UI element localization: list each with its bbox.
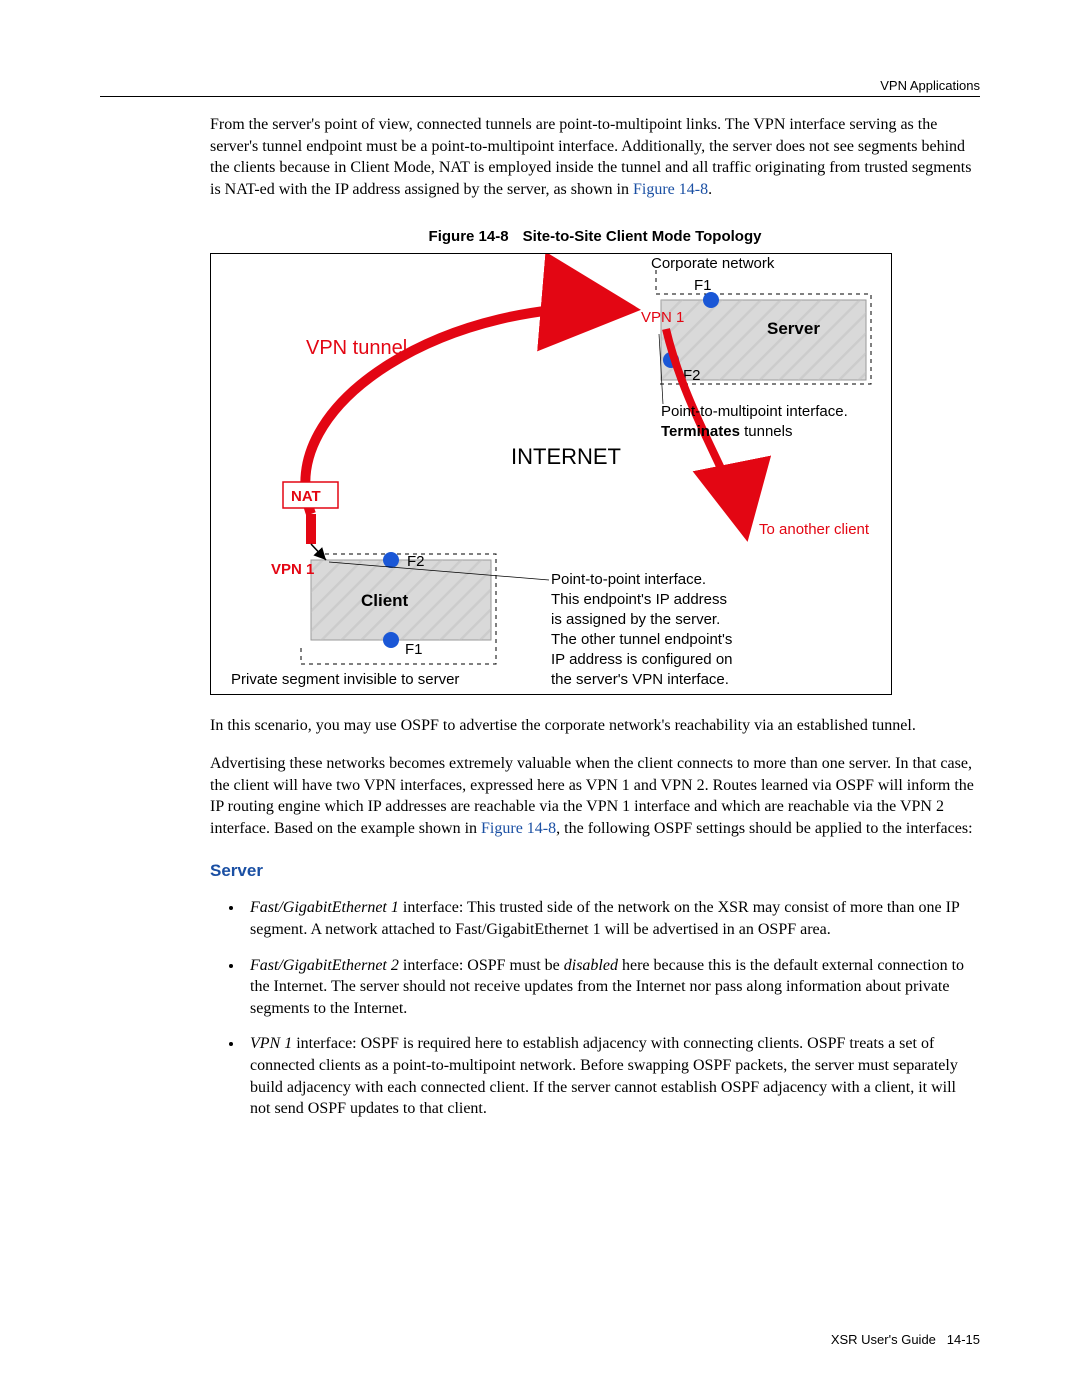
p2p-3: is assigned by the server. [551,611,720,628]
client-f1-label: F1 [405,641,423,658]
p2p-5: IP address is configured on [551,651,733,668]
p2p-1: Point-to-point interface. [551,571,706,588]
paragraph-1-text-a: From the server's point of view, connect… [210,116,971,198]
client-f1-dot [383,632,399,648]
client-vpn1-label: VPN 1 [271,561,314,578]
server-bullet-list: Fast/GigabitEthernet 1 interface: This t… [210,897,980,1119]
server-f1-label: F1 [694,277,712,294]
paragraph-1: From the server's point of view, connect… [210,114,980,200]
bullet-3-rest: interface: OSPF is required here to esta… [250,1035,958,1117]
figure-caption-label: Figure 14-8 [429,228,523,245]
client-label: Client [361,591,409,610]
bullet-2: Fast/GigabitEthernet 2 interface: OSPF m… [244,955,980,1020]
p2mp-line1: Point-to-multipoint interface. [661,403,848,420]
diagram-svg: Corporate network Server F1 F2 VPN 1 VPN… [211,254,891,694]
footer-pagenum: 14-15 [947,1332,980,1347]
bullet-3-em: VPN 1 [250,1035,292,1052]
internet-label: INTERNET [511,444,621,469]
bullet-2-em2: disabled [564,957,618,974]
p2mp-tunnels: tunnels [740,423,793,440]
server-section-heading: Server [210,861,980,881]
figure-ref-link-2[interactable]: Figure 14-8 [481,820,556,837]
bullet-1: Fast/GigabitEthernet 1 interface: This t… [244,897,980,940]
figure-caption-title: Site-to-Site Client Mode Topology [523,228,762,245]
bullet-1-em: Fast/GigabitEthernet 1 [250,899,399,916]
figure-ref-link[interactable]: Figure 14-8 [633,181,708,198]
p2mp-line2: Terminates tunnels [661,423,792,440]
client-ingress-arrow [311,544,326,560]
page: VPN Applications From the server's point… [0,0,1080,1397]
nat-label: NAT [291,488,321,505]
p2p-4: The other tunnel endpoint's [551,631,732,648]
header-section-title: VPN Applications [880,78,980,93]
corporate-network-label: Corporate network [651,255,775,272]
footer-page-info: XSR User's Guide 14-15 [831,1332,980,1347]
p2mp-terminates: Terminates [661,423,740,440]
paragraph-3: Advertising these networks becomes extre… [210,753,980,839]
server-f1-dot [703,292,719,308]
bullet-3: VPN 1 interface: OSPF is required here t… [244,1033,980,1119]
paragraph-3-text-b: , the following OSPF settings should be … [556,820,972,837]
client-f2-label: F2 [407,553,425,570]
p2p-2: This endpoint's IP address [551,591,727,608]
server-label: Server [767,319,820,338]
client-f2-dot [383,552,399,568]
private-segment-label: Private segment invisible to server [231,671,459,688]
bullet-2-em1: Fast/GigabitEthernet 2 [250,957,399,974]
to-another-label: To another client [759,521,870,538]
figure-diagram: Corporate network Server F1 F2 VPN 1 VPN… [210,253,892,695]
p2p-6: the server's VPN interface. [551,671,729,688]
header-rule [100,96,980,97]
figure-caption: Figure 14-8Site-to-Site Client Mode Topo… [210,228,980,245]
paragraph-2: In this scenario, you may use OSPF to ad… [210,715,980,737]
footer-guide: XSR User's Guide [831,1332,936,1347]
bullet-2-mid: interface: OSPF must be [399,957,564,974]
paragraph-1-text-b: . [708,181,712,198]
server-vpn1-label: VPN 1 [641,309,684,326]
vpn-tunnel-label: VPN tunnel [306,337,407,359]
